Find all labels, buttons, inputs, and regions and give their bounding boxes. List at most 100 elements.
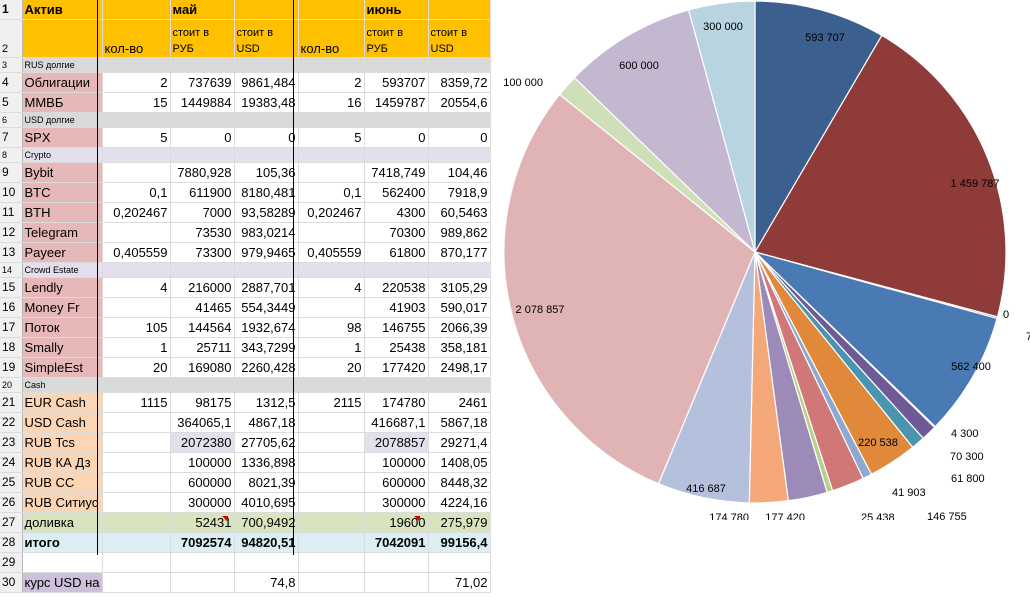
value-cell-jr[interactable]: 0: [364, 127, 429, 148]
row-number[interactable]: 3: [0, 57, 23, 73]
value-cell-mr[interactable]: [170, 572, 235, 593]
value-cell-jr[interactable]: 19600: [364, 512, 429, 533]
value-cell-ju[interactable]: 5867,18: [428, 412, 491, 433]
value-cell-mr[interactable]: 611900: [170, 182, 235, 203]
value-cell-mu[interactable]: 4010,695: [234, 492, 299, 513]
value-cell-jr[interactable]: 1459787: [364, 92, 429, 113]
value-cell-jr[interactable]: 7418,749: [364, 162, 429, 183]
row-number[interactable]: 25: [0, 472, 23, 493]
value-cell-mq[interactable]: [102, 297, 171, 318]
row-number[interactable]: 11: [0, 202, 23, 223]
value-cell-mu[interactable]: 105,36: [234, 162, 299, 183]
value-cell-mq[interactable]: [102, 572, 171, 593]
value-cell-jq[interactable]: 2: [298, 72, 365, 93]
value-cell-ju[interactable]: 870,177: [428, 242, 491, 263]
value-cell-jr[interactable]: 300000: [364, 492, 429, 513]
asset-label[interactable]: Поток: [22, 317, 103, 338]
value-cell-jr[interactable]: 600000: [364, 472, 429, 493]
value-cell-mq[interactable]: 0,202467: [102, 202, 171, 223]
row-number[interactable]: 13: [0, 242, 23, 263]
cell[interactable]: [298, 57, 365, 73]
value-cell-jr[interactable]: 146755: [364, 317, 429, 338]
value-cell-ju[interactable]: 275,979: [428, 512, 491, 533]
value-cell-jq[interactable]: 16: [298, 92, 365, 113]
header-june[interactable]: июнь: [364, 0, 429, 20]
value-cell-jr[interactable]: [364, 572, 429, 593]
value-cell-ju[interactable]: 1408,05: [428, 452, 491, 473]
value-cell-jq[interactable]: 2115: [298, 392, 365, 413]
value-cell-jr[interactable]: 562400: [364, 182, 429, 203]
value-cell-jq[interactable]: 0,1: [298, 182, 365, 203]
value-cell-jq[interactable]: [298, 412, 365, 433]
header-cell[interactable]: [22, 19, 103, 58]
asset-label[interactable]: Smally: [22, 337, 103, 358]
asset-label[interactable]: BTH: [22, 202, 103, 223]
cell[interactable]: [234, 147, 299, 163]
value-cell-mu[interactable]: 9861,484: [234, 72, 299, 93]
value-cell-mu[interactable]: 1932,674: [234, 317, 299, 338]
value-cell-jq[interactable]: [298, 162, 365, 183]
cell[interactable]: [298, 112, 365, 128]
value-cell-mq[interactable]: 0,405559: [102, 242, 171, 263]
asset-label[interactable]: ММВБ: [22, 92, 103, 113]
row-number[interactable]: 18: [0, 337, 23, 358]
value-cell-mr[interactable]: 216000: [170, 277, 235, 298]
value-cell-mq[interactable]: [102, 472, 171, 493]
row-number[interactable]: 17: [0, 317, 23, 338]
cell[interactable]: [428, 112, 491, 128]
row-number[interactable]: 26: [0, 492, 23, 513]
value-cell-ju[interactable]: 590,017: [428, 297, 491, 318]
cell[interactable]: [298, 552, 365, 573]
value-cell-jq[interactable]: 0,405559: [298, 242, 365, 263]
value-cell-jr[interactable]: 7042091: [364, 532, 429, 553]
header-cell[interactable]: [428, 0, 491, 20]
cell[interactable]: [102, 377, 171, 393]
value-cell-ju[interactable]: 989,862: [428, 222, 491, 243]
row-number[interactable]: 5: [0, 92, 23, 113]
section-label[interactable]: Crowd Estate: [22, 262, 103, 278]
value-cell-mr[interactable]: 7092574: [170, 532, 235, 553]
value-cell-mq[interactable]: [102, 222, 171, 243]
cell[interactable]: [234, 377, 299, 393]
value-cell-mq[interactable]: [102, 532, 171, 553]
cell[interactable]: [298, 377, 365, 393]
asset-label[interactable]: RUB КА Дз: [22, 452, 103, 473]
value-cell-ju[interactable]: 2066,39: [428, 317, 491, 338]
asset-label[interactable]: RUB Tcs: [22, 432, 103, 453]
cell[interactable]: [298, 147, 365, 163]
section-label[interactable]: USD долгие: [22, 112, 103, 128]
header-asset[interactable]: Актив: [22, 0, 103, 20]
value-cell-jq[interactable]: [298, 452, 365, 473]
row-number[interactable]: 7: [0, 127, 23, 148]
value-cell-mr[interactable]: 100000: [170, 452, 235, 473]
value-cell-mu[interactable]: 700,9492: [234, 512, 299, 533]
value-cell-jq[interactable]: 98: [298, 317, 365, 338]
cell[interactable]: [428, 147, 491, 163]
value-cell-mr[interactable]: 300000: [170, 492, 235, 513]
asset-label[interactable]: BTC: [22, 182, 103, 203]
value-cell-jr[interactable]: 177420: [364, 357, 429, 378]
value-cell-mr[interactable]: 144564: [170, 317, 235, 338]
asset-label[interactable]: Bybit: [22, 162, 103, 183]
value-cell-mu[interactable]: 1336,898: [234, 452, 299, 473]
cell[interactable]: [170, 147, 235, 163]
cell[interactable]: [234, 552, 299, 573]
value-cell-jr[interactable]: 25438: [364, 337, 429, 358]
spreadsheet[interactable]: 1 Актив май июнь 2 кол-во стоит в РУБ ст…: [0, 0, 495, 598]
value-cell-ju[interactable]: 99156,4: [428, 532, 491, 553]
value-cell-jq[interactable]: 0,202467: [298, 202, 365, 223]
value-cell-mu[interactable]: 554,3449: [234, 297, 299, 318]
value-cell-ju[interactable]: 4224,16: [428, 492, 491, 513]
value-cell-ju[interactable]: 7918,9: [428, 182, 491, 203]
row-number[interactable]: 19: [0, 357, 23, 378]
value-cell-jr[interactable]: 416687,1: [364, 412, 429, 433]
asset-label[interactable]: USD Cash: [22, 412, 103, 433]
section-label[interactable]: Crypto: [22, 147, 103, 163]
row-number[interactable]: 27: [0, 512, 23, 533]
value-cell-mu[interactable]: 979,9465: [234, 242, 299, 263]
value-cell-jq[interactable]: [298, 492, 365, 513]
section-label[interactable]: Cash: [22, 377, 103, 393]
value-cell-jr[interactable]: 61800: [364, 242, 429, 263]
cell[interactable]: [102, 262, 171, 278]
value-cell-mu[interactable]: 0: [234, 127, 299, 148]
